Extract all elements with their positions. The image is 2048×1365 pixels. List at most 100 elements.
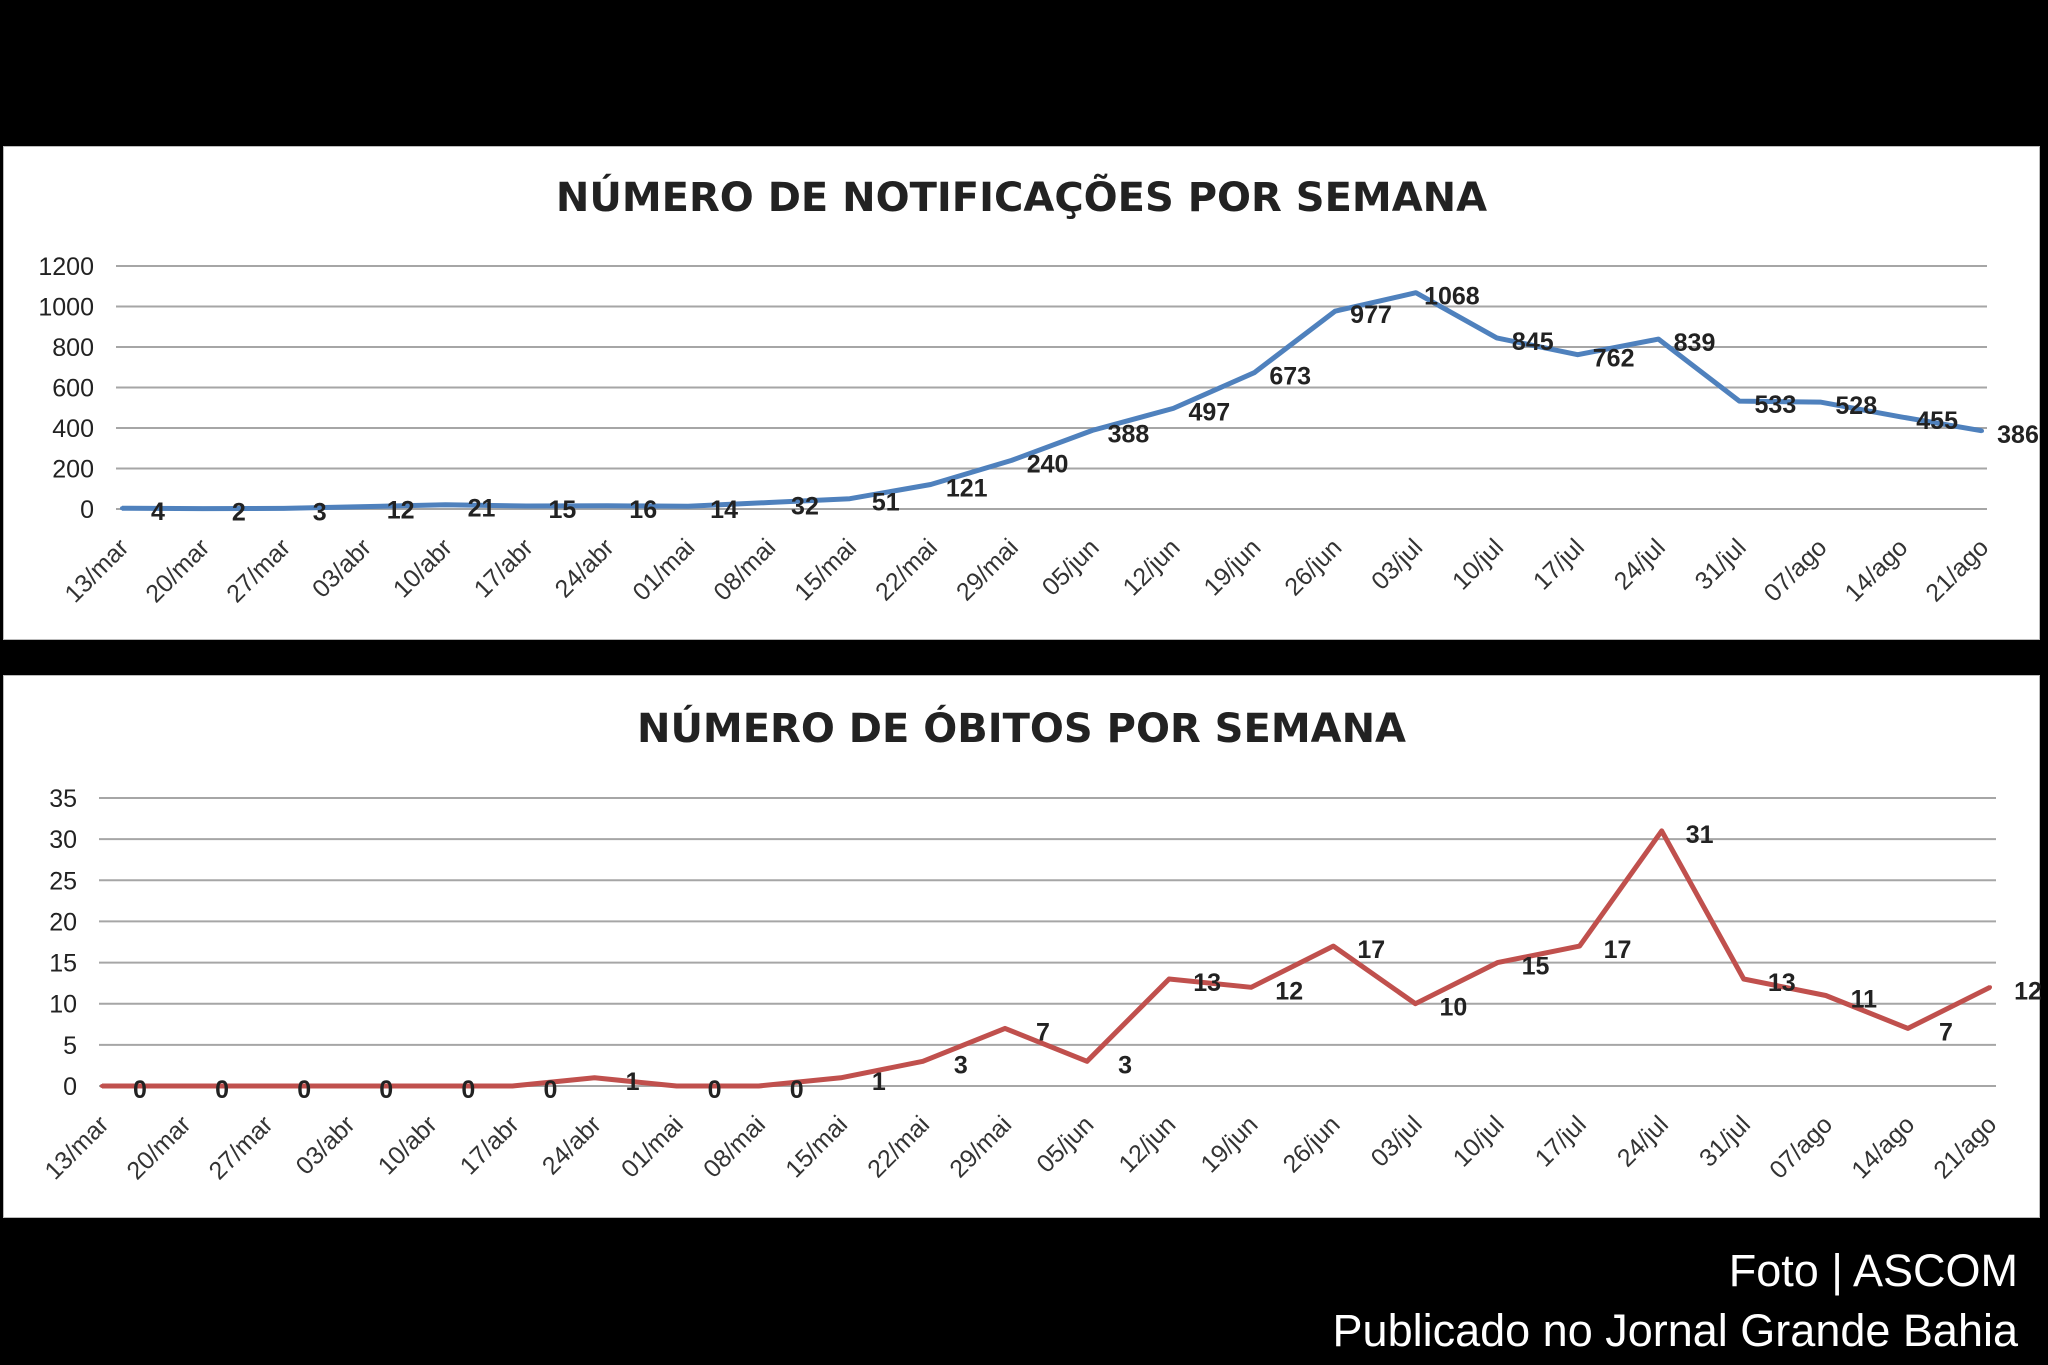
notifications-x-tick-label: 22/mai [870,533,943,606]
deaths-data-point [1741,977,1746,982]
notifications-x-tick-label: 29/mai [951,533,1024,606]
notifications-y-tick-label: 0 [80,496,94,524]
notifications-data-point [928,482,933,487]
notifications-data-point [120,506,124,511]
notifications-data-point [686,504,691,509]
deaths-y-tick-label: 35 [49,785,77,813]
notifications-x-tick-label: 31/jul [1690,533,1752,595]
deaths-data-label: 3 [1118,1051,1132,1079]
deaths-data-point [674,1084,679,1088]
publication-credit: Publicado no Jornal Grande Bahia [1332,1305,2018,1356]
deaths-data-point [756,1084,761,1088]
notifications-x-tick-label: 14/ago [1840,533,1914,607]
deaths-x-tick-label: 31/jul [1694,1110,1756,1172]
notifications-x-tick-label: 10/jul [1447,533,1509,595]
deaths-data-point [1167,977,1172,982]
notifications-y-tick-label: 400 [52,415,94,443]
notifications-x-tick-label: 03/abr [307,533,377,603]
notifications-x-tick-label: 13/mar [59,533,134,608]
notifications-data-label: 21 [468,495,496,523]
notifications-y-tick-label: 1200 [38,253,94,281]
deaths-y-tick-label: 20 [49,908,77,936]
deaths-data-point [428,1084,433,1088]
notifications-x-tick-label: 03/jul [1366,533,1428,595]
notifications-data-point [1980,428,1984,433]
deaths-data-point [182,1084,187,1088]
deaths-data-point [100,1084,104,1088]
notifications-series-line [121,290,1983,512]
notifications-data-label: 16 [629,496,657,524]
notifications-data-label: 386 [1997,421,2039,449]
notifications-x-tick-label: 10/abr [388,533,458,603]
deaths-x-tick-label: 10/jul [1448,1110,1510,1172]
deaths-x-tick-label: 13/mar [39,1110,114,1185]
deaths-x-tick-label: 24/jul [1612,1110,1674,1172]
notifications-x-tick-label: 24/jul [1609,533,1671,595]
deaths-y-tick-label: 0 [63,1073,77,1101]
notifications-x-tick-label: 19/jun [1198,533,1266,601]
deaths-x-tick-label: 07/ago [1764,1110,1838,1184]
deaths-chart-title: NÚMERO DE ÓBITOS POR SEMANA [636,706,1407,752]
notifications-data-point [200,506,205,511]
deaths-data-label: 0 [790,1076,804,1104]
deaths-x-tick-label: 19/jun [1195,1110,1263,1178]
deaths-y-tick-label: 15 [49,950,77,978]
notifications-data-point [1413,290,1418,295]
deaths-data-label: 7 [1036,1018,1050,1046]
notifications-data-label: 839 [1674,329,1716,357]
notifications-x-tick-label: 17/jul [1528,533,1590,595]
deaths-data-point [1249,985,1254,990]
deaths-x-tick-label: 17/abr [455,1110,525,1180]
notifications-x-tick-label: 27/mar [221,533,296,608]
notifications-data-point [362,504,367,509]
deaths-data-label: 3 [954,1051,968,1079]
notifications-data-point [1737,399,1742,404]
notifications-data-label: 240 [1027,450,1069,478]
notifications-data-label: 121 [946,474,988,502]
deaths-x-tick-label: 20/mar [122,1110,197,1185]
deaths-x-tick-label: 24/abr [537,1110,607,1180]
notifications-y-tick-label: 800 [52,334,94,362]
notifications-data-label: 845 [1512,328,1554,356]
notifications-x-tick-label: 21/ago [1920,533,1994,607]
deaths-x-tick-label: 14/ago [1846,1110,1920,1184]
notifications-data-label: 762 [1593,345,1635,373]
deaths-data-point [1988,985,1992,990]
deaths-data-label: 13 [1193,969,1221,997]
notifications-x-tick-label: 17/abr [469,533,539,603]
notifications-data-label: 497 [1188,398,1230,426]
notifications-x-tick-label: 07/ago [1759,533,1833,607]
notifications-data-label: 4 [151,498,165,526]
deaths-x-tick-label: 03/jul [1366,1110,1428,1172]
notifications-data-point [1009,458,1014,463]
notifications-data-point [1252,370,1257,375]
notifications-data-label: 2 [232,499,246,527]
deaths-data-point [838,1075,843,1080]
deaths-x-tick-label: 22/mai [862,1110,935,1183]
notifications-data-point [1090,428,1095,433]
notifications-y-tick-label: 1000 [38,294,94,322]
notifications-data-point [1575,352,1580,357]
notifications-x-tick-label: 05/jun [1037,533,1105,601]
deaths-data-point [1577,944,1582,949]
notifications-data-point [605,503,610,508]
deaths-x-tick-label: 03/abr [291,1110,361,1180]
deaths-x-tick-label: 12/jun [1113,1110,1181,1178]
deaths-data-point [510,1084,515,1088]
notifications-data-point [524,503,529,508]
deaths-data-point [1002,1026,1007,1031]
deaths-y-tick-label: 25 [49,867,77,895]
deaths-data-label: 0 [543,1076,557,1104]
deaths-y-tick-label: 5 [63,1032,77,1060]
notifications-data-label: 15 [548,496,576,524]
notifications-data-label: 388 [1108,420,1150,448]
deaths-data-point [346,1084,351,1088]
deaths-data-label: 12 [1275,977,1303,1005]
deaths-data-label: 17 [1604,936,1632,964]
deaths-data-label: 31 [1686,821,1714,849]
notifications-chart-title: NÚMERO DE NOTIFICAÇÕES POR SEMANA [555,175,1488,221]
deaths-x-tick-label: 08/mai [698,1110,771,1183]
deaths-data-label: 0 [215,1076,229,1104]
photo-credit: Foto | ASCOM [1728,1245,2018,1296]
